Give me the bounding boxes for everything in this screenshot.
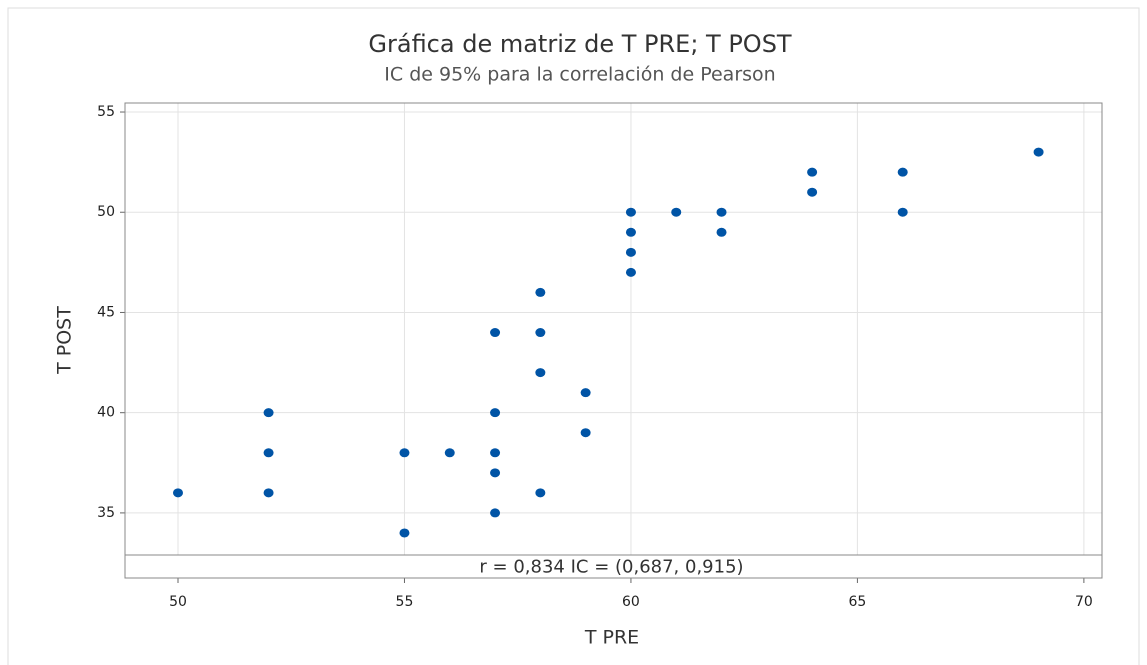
- point: [263, 488, 274, 498]
- y-tick-label: 35: [97, 505, 115, 521]
- x-tick-label: 50: [169, 594, 187, 610]
- point: [580, 428, 591, 438]
- point: [897, 167, 908, 177]
- point: [625, 267, 636, 277]
- point: [172, 488, 183, 498]
- y-tick-label: 50: [97, 204, 115, 220]
- point: [490, 328, 501, 338]
- y-axis-label: T POST: [54, 306, 76, 375]
- x-tick-label: 70: [1075, 594, 1093, 610]
- point: [535, 488, 546, 498]
- y-tick-label: 45: [97, 304, 115, 320]
- point: [535, 368, 546, 378]
- point: [399, 528, 410, 538]
- point: [580, 388, 591, 398]
- chart-title: Gráfica de matriz de T PRE; T POST: [368, 30, 792, 58]
- x-axis-label: T PRE: [584, 627, 639, 649]
- point: [490, 468, 501, 478]
- chart-subtitle: IC de 95% para la correlación de Pearson: [384, 64, 775, 86]
- x-tick-label: 55: [396, 594, 414, 610]
- point: [625, 207, 636, 217]
- annotation: r = 0,834 IC = (0,687, 0,915): [479, 557, 743, 578]
- point: [716, 207, 727, 217]
- point: [897, 207, 908, 217]
- point: [807, 167, 818, 177]
- point: [625, 227, 636, 237]
- point: [535, 287, 546, 297]
- plot-area: [125, 103, 1102, 578]
- point: [671, 207, 682, 217]
- point: [625, 247, 636, 257]
- x-tick-label: 65: [848, 594, 866, 610]
- point: [807, 187, 818, 197]
- point: [399, 448, 410, 458]
- point: [1033, 147, 1044, 157]
- point: [535, 328, 546, 338]
- y-tick-label: 40: [97, 405, 115, 421]
- y-tick-label: 55: [97, 104, 115, 120]
- point: [716, 227, 727, 237]
- point: [490, 408, 501, 418]
- point: [490, 508, 501, 518]
- plot-border: [124, 102, 1103, 579]
- x-tick-label: 60: [622, 594, 640, 610]
- point: [444, 448, 455, 458]
- point: [490, 448, 501, 458]
- point: [263, 448, 274, 458]
- point: [263, 408, 274, 418]
